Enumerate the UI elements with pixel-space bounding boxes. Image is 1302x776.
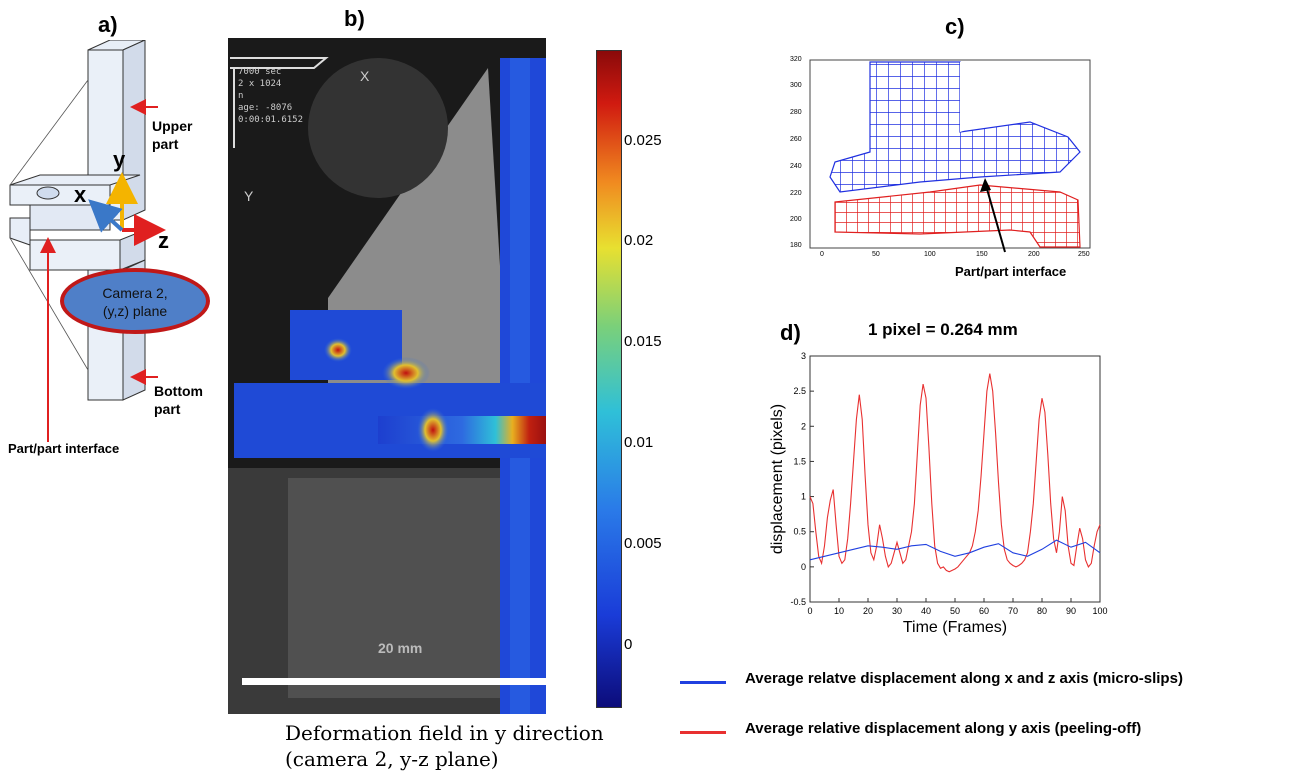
y-tick-label: 2	[801, 421, 806, 431]
y-tick-label: -0.5	[790, 597, 806, 607]
displacement-chart: 0 10 20 30 40 50 60 70 80 90 100-0.500.511.522.53T…	[769, 351, 1108, 636]
y-tick-label: 1	[801, 492, 806, 502]
x-tick-label: 60	[979, 606, 989, 616]
overlay-line: 7000 sec	[238, 67, 282, 77]
x-tick-label: 50	[950, 606, 960, 616]
interface-label-a: Part/part interface	[8, 441, 120, 456]
bottom-part-label: Bottom part	[154, 383, 203, 417]
y-tick: 260	[790, 136, 802, 143]
scale-text: 20 mm	[378, 640, 423, 656]
x-tick: 50	[872, 251, 880, 258]
deformation-field-drawing	[228, 57, 546, 714]
x-tick-label: 100	[1092, 606, 1107, 616]
x-axis-label: Time (Frames)	[903, 619, 1007, 636]
colorbar-tick: 0.025	[624, 132, 662, 149]
x-tick-label: 20	[863, 606, 873, 616]
series-line	[809, 539, 1101, 561]
x-tick: 0	[820, 251, 824, 258]
colorbar	[596, 50, 622, 708]
y-tick-label: 0	[801, 562, 806, 572]
panel-a-label: a)	[98, 12, 118, 37]
x-tick-label: 90	[1066, 606, 1076, 616]
overlay-line: n	[238, 91, 244, 101]
colorbar-tick: 0.02	[624, 232, 654, 249]
x-tick-label: 10	[834, 606, 844, 616]
y-tick: 280	[790, 109, 802, 116]
upper-part-label: Upper part	[152, 118, 193, 152]
legend-red-swatch	[680, 731, 726, 734]
camera-line-1: Camera 2,	[102, 285, 168, 301]
overlay-line: 2 x 1024	[238, 79, 282, 89]
y-tick-label: 0.5	[793, 527, 806, 537]
overlay-line: age: -8076	[238, 103, 293, 113]
legend-blue-swatch	[680, 681, 726, 684]
panel-a-diagram	[9, 40, 166, 442]
y-marker: Y	[244, 188, 254, 204]
camera-line-2: (y,z) plane	[102, 303, 168, 319]
y-tick: 320	[790, 56, 802, 63]
x-tick-label: 30	[892, 606, 902, 616]
legend-red-label: Average relative displacement along y ax…	[745, 720, 1142, 737]
colorbar-tick: 0.01	[624, 434, 654, 451]
panel-d-label: d)	[780, 320, 801, 345]
panel-c-label: c)	[945, 14, 965, 39]
panel-c-mesh	[809, 59, 1091, 253]
overlay-metadata: 7000 sec 2 x 1024 n age: -8076 0:00:01.6…	[238, 66, 303, 126]
x-marker: X	[360, 68, 370, 84]
legend-blue-label: Average relatve displacement along x and…	[745, 670, 1183, 687]
y-axis-label: displacement (pixels)	[769, 404, 786, 554]
y-tick: 180	[790, 242, 802, 249]
axis-x-label: x	[74, 182, 87, 207]
plot-area	[809, 355, 1101, 603]
axis-y-label: y	[113, 147, 126, 172]
panel-c-x-ticks: 0 50 100 150 200 250	[820, 251, 1120, 261]
x-tick: 100	[924, 251, 936, 258]
interface-label-c: Part/part interface	[955, 264, 1067, 279]
caption-line-2: (camera 2, y-z plane)	[285, 747, 499, 771]
colorbar-tick: 0.015	[624, 333, 662, 350]
panel-b-label: b)	[344, 6, 365, 31]
chart-title: 1 pixel = 0.264 mm	[868, 320, 1018, 339]
deformation-image	[228, 38, 546, 714]
y-tick: 200	[790, 216, 802, 223]
axis-z-label: z	[158, 228, 169, 253]
camera-2-ellipse: Camera 2, (y,z) plane	[60, 268, 210, 334]
x-tick: 200	[1028, 251, 1040, 258]
panel-b-caption: Deformation field in y direction (camera…	[285, 720, 604, 772]
x-tick: 150	[976, 251, 988, 258]
overlay-line: 0:00:01.6152	[238, 115, 304, 125]
x-tick: 250	[1078, 251, 1090, 258]
series-line	[809, 373, 1101, 573]
y-tick: 220	[790, 190, 802, 197]
y-tick: 300	[790, 82, 802, 89]
y-tick-label: 2.5	[793, 386, 806, 396]
x-tick-label: 0	[807, 606, 812, 616]
colorbar-tick: 0	[624, 636, 633, 653]
y-tick: 240	[790, 163, 802, 170]
caption-line-1: Deformation field in y direction	[285, 721, 604, 745]
x-tick-label: 70	[1008, 606, 1018, 616]
colorbar-tick: 0.005	[624, 535, 662, 552]
y-tick-label: 3	[801, 351, 806, 361]
y-tick-label: 1.5	[793, 456, 806, 466]
x-tick-label: 40	[921, 606, 931, 616]
x-tick-label: 80	[1037, 606, 1047, 616]
